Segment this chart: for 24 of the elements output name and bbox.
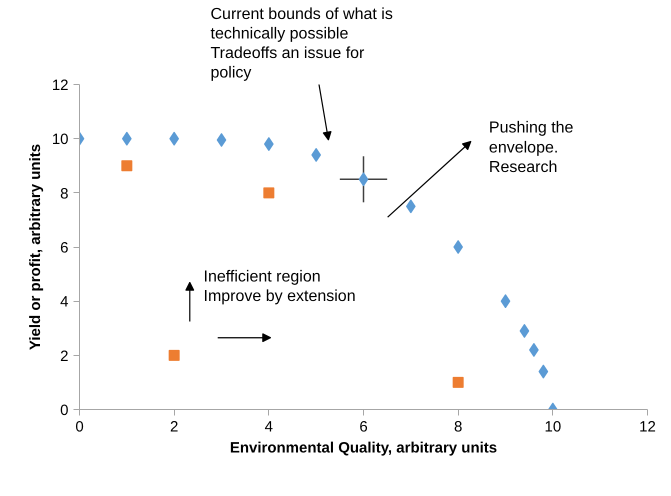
y-tick-label: 6 [60,240,68,256]
point [453,240,463,254]
x-tick-label: 8 [454,418,462,436]
y-tick-label: 2 [60,348,68,365]
y-tick-label: 8 [60,185,68,202]
x-tick-label: 12 [639,418,656,436]
x-tick-label: 4 [264,418,274,436]
annotation: Pushing the envelope. Research [488,120,574,176]
text: Current bounds of what is technically possible Tradeoffs an issue for policy [210,6,393,82]
y-tick-label: 4 [60,294,68,311]
y-tick-label: 10 [52,131,69,148]
point [452,376,464,388]
point [263,187,274,198]
y-axis-title: Yield or profit, arbitrary units [26,144,44,350]
x-tick-label: 6 [359,418,368,436]
y-tick-label: 12 [52,77,69,94]
y-tick-label: 0 [60,402,68,419]
point [168,350,180,361]
annotation: Inefficient region Improve by extension [204,268,356,306]
x-tick-label: 10 [544,418,562,436]
x-axis-title: Environmental Quality, arbitrary units [230,440,498,456]
x-tick-label: 0 [75,418,84,436]
x-tick-label: 2 [170,418,178,436]
point [121,160,132,172]
